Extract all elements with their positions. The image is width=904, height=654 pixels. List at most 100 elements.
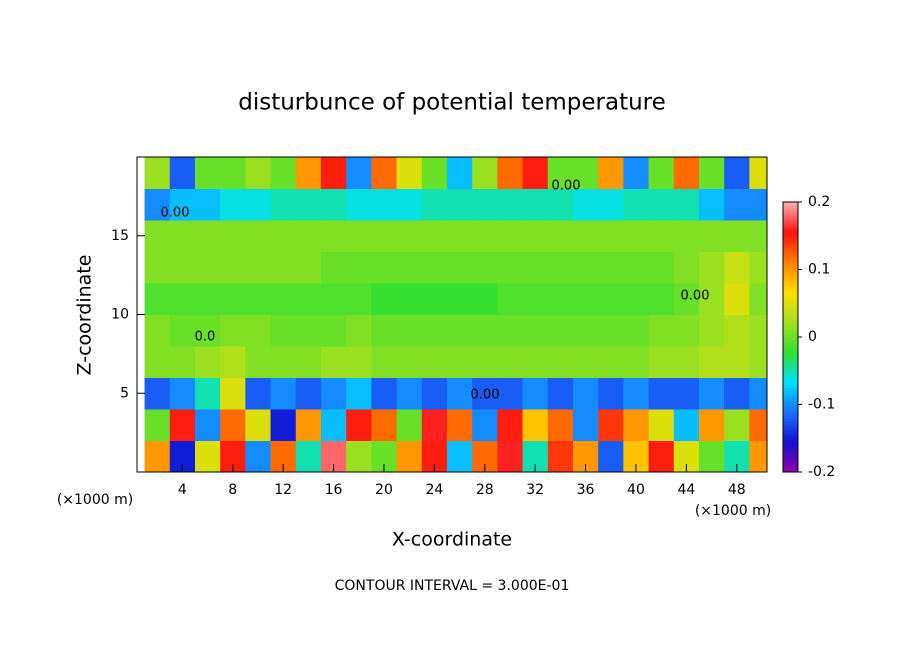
cell [598, 220, 624, 252]
cell [371, 377, 398, 410]
cell [698, 220, 725, 252]
cell [371, 409, 398, 441]
cell [522, 377, 549, 410]
cell [547, 377, 574, 410]
colorbar-swatch [783, 469, 798, 473]
cell [623, 251, 650, 284]
colorbar-swatch [783, 253, 798, 257]
cell [497, 346, 524, 378]
cell [346, 346, 372, 378]
colorbar-swatch [783, 400, 798, 404]
cell [396, 314, 423, 347]
x-tick-label: 48 [728, 482, 746, 498]
cell [497, 377, 524, 410]
colorbar-swatch [783, 415, 798, 419]
cell [220, 409, 246, 441]
colorbar-swatch [783, 376, 798, 380]
cell [320, 283, 347, 315]
cell [371, 346, 398, 378]
cell [673, 346, 700, 378]
cell [245, 314, 272, 347]
y-tick-label: 10 [111, 307, 129, 323]
cell [497, 440, 524, 472]
cell [472, 157, 498, 189]
cell [648, 283, 675, 315]
cell [245, 409, 272, 441]
cell [421, 220, 448, 252]
cell [698, 314, 725, 347]
colorbar-swatch [783, 217, 798, 221]
cell [547, 346, 574, 378]
colorbar-swatch [783, 412, 798, 416]
cell [396, 283, 423, 315]
cell [446, 314, 473, 347]
colorbar-swatch [783, 457, 798, 461]
cell [169, 283, 196, 315]
contour-label: 0.0 [195, 330, 216, 345]
cell [698, 409, 725, 441]
cell [421, 377, 448, 410]
colorbar-swatch [783, 442, 798, 446]
x-tick-label: 12 [274, 482, 292, 498]
cell [623, 314, 650, 347]
colorbar-swatch [783, 358, 798, 362]
cell [547, 440, 574, 472]
cell [245, 440, 272, 472]
cell [396, 346, 423, 378]
colorbar-swatch [783, 340, 798, 344]
colorbar-swatch [783, 283, 798, 287]
cell [522, 157, 549, 189]
cell [270, 409, 297, 441]
colorbar-swatch [783, 214, 798, 218]
colorbar-swatch [783, 433, 798, 437]
cell [421, 346, 448, 378]
colorbar-swatch [783, 391, 798, 395]
cell [144, 188, 171, 221]
colorbar-tick-label: -0.1 [808, 397, 835, 413]
cell [522, 346, 549, 378]
x-tick-label: 16 [325, 482, 343, 498]
y-axis-label: Z-coordinate [74, 255, 96, 376]
cell [472, 283, 498, 315]
colorbar-swatch [783, 277, 798, 281]
cell [144, 157, 171, 189]
cell [598, 157, 624, 189]
cell [346, 157, 372, 189]
cell [446, 220, 473, 252]
cell [522, 220, 549, 252]
cell [522, 283, 549, 315]
cell [320, 157, 347, 189]
y-tick-label: 15 [111, 228, 129, 244]
cell [346, 220, 372, 252]
cell [421, 157, 448, 189]
colorbar-swatch [783, 256, 798, 260]
cell [749, 188, 767, 221]
colorbar-swatch [783, 382, 798, 386]
cell [572, 409, 599, 441]
colorbar-swatch [783, 388, 798, 392]
cell [724, 188, 750, 221]
colorbar-tick-label: 0.2 [808, 194, 830, 210]
cell [497, 157, 524, 189]
x-tick-label: 24 [425, 482, 443, 498]
cell [547, 251, 574, 284]
cell [522, 314, 549, 347]
contour-label: 0.00 [681, 289, 710, 304]
cell [396, 220, 423, 252]
cell [194, 220, 221, 252]
cell [472, 377, 498, 410]
cell [522, 188, 549, 221]
cell [749, 157, 767, 189]
cell [194, 314, 221, 347]
colorbar-swatch [783, 424, 798, 428]
cell [295, 251, 322, 284]
y-tick-label: 5 [120, 385, 129, 401]
colorbar-swatch [783, 460, 798, 464]
colorbar-swatch [783, 409, 798, 413]
cell [547, 188, 574, 221]
cell [169, 346, 196, 378]
cell [421, 283, 448, 315]
cell [749, 314, 767, 347]
cell [295, 440, 322, 472]
cell [194, 440, 221, 472]
